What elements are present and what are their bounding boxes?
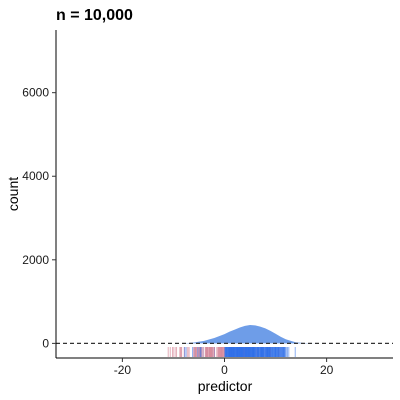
y-tick-label: 0 [42, 336, 49, 350]
y-axis-title: count [5, 177, 21, 211]
y-tick-label: 6000 [22, 86, 49, 100]
rug-dense-band [224, 347, 286, 357]
x-tick-label: 20 [320, 363, 334, 377]
y-tick-label: 2000 [22, 253, 49, 267]
y-tick-label: 4000 [22, 169, 49, 183]
x-tick-label: -20 [114, 363, 132, 377]
chart-title: n = 10,000 [56, 7, 133, 24]
area-series-0 [183, 324, 317, 344]
x-axis-title: predictor [198, 378, 253, 394]
x-tick-label: 0 [221, 363, 228, 377]
